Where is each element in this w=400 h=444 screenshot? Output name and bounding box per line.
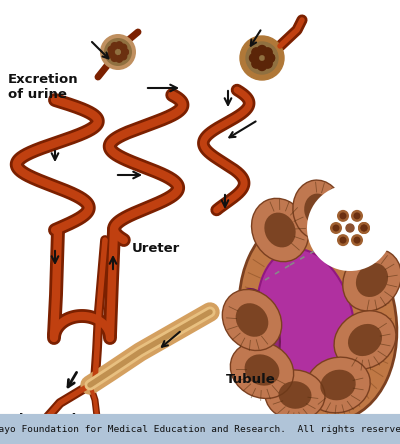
FancyBboxPatch shape: [0, 414, 400, 444]
Ellipse shape: [356, 263, 388, 297]
Text: Excretion
of urine: Excretion of urine: [8, 72, 79, 101]
Circle shape: [358, 222, 370, 234]
Ellipse shape: [222, 289, 282, 350]
Ellipse shape: [265, 370, 325, 420]
Circle shape: [258, 45, 266, 55]
Circle shape: [246, 42, 278, 74]
Ellipse shape: [306, 357, 370, 413]
Ellipse shape: [304, 194, 332, 226]
Text: Artery: Artery: [226, 413, 273, 426]
Circle shape: [360, 225, 368, 231]
Circle shape: [354, 212, 360, 219]
Ellipse shape: [252, 198, 308, 262]
Circle shape: [346, 224, 354, 232]
Ellipse shape: [343, 249, 400, 311]
Ellipse shape: [264, 213, 296, 247]
Circle shape: [240, 36, 284, 80]
Circle shape: [354, 237, 360, 244]
Circle shape: [337, 234, 349, 246]
Circle shape: [358, 222, 370, 234]
Circle shape: [263, 48, 272, 57]
Circle shape: [108, 51, 116, 59]
Circle shape: [340, 212, 346, 219]
Text: Glomerulus: Glomerulus: [8, 413, 94, 426]
Circle shape: [307, 185, 393, 271]
Circle shape: [110, 54, 118, 62]
Circle shape: [119, 44, 127, 52]
Circle shape: [340, 237, 346, 244]
Ellipse shape: [278, 381, 312, 409]
Ellipse shape: [293, 180, 343, 240]
Ellipse shape: [239, 214, 397, 422]
Circle shape: [250, 53, 258, 63]
Circle shape: [108, 46, 116, 54]
Circle shape: [266, 53, 274, 63]
Ellipse shape: [236, 303, 268, 337]
Circle shape: [351, 234, 363, 246]
Ellipse shape: [230, 341, 294, 398]
Circle shape: [100, 34, 136, 70]
Circle shape: [119, 52, 127, 60]
Ellipse shape: [340, 207, 370, 243]
Ellipse shape: [327, 193, 383, 257]
Circle shape: [115, 41, 123, 49]
Circle shape: [258, 62, 266, 71]
Circle shape: [351, 210, 363, 222]
Circle shape: [121, 48, 129, 56]
Text: ©Mayo Foundation for Medical Education and Research.  All rights reserved.: ©Mayo Foundation for Medical Education a…: [0, 424, 400, 433]
Ellipse shape: [348, 324, 382, 356]
Text: Ureter: Ureter: [132, 242, 180, 255]
Circle shape: [104, 38, 132, 66]
Circle shape: [337, 210, 349, 222]
Ellipse shape: [244, 354, 280, 386]
Circle shape: [312, 190, 388, 266]
Ellipse shape: [334, 311, 396, 369]
Circle shape: [252, 59, 261, 68]
Circle shape: [252, 48, 261, 57]
Circle shape: [360, 225, 368, 231]
Circle shape: [266, 53, 274, 63]
Circle shape: [115, 55, 123, 63]
Circle shape: [110, 42, 118, 50]
Circle shape: [330, 222, 342, 234]
Ellipse shape: [236, 289, 280, 367]
Circle shape: [332, 225, 340, 231]
Text: Tubule: Tubule: [226, 373, 276, 386]
Circle shape: [263, 59, 272, 68]
Ellipse shape: [320, 370, 356, 400]
Circle shape: [121, 48, 129, 56]
Ellipse shape: [257, 249, 355, 397]
